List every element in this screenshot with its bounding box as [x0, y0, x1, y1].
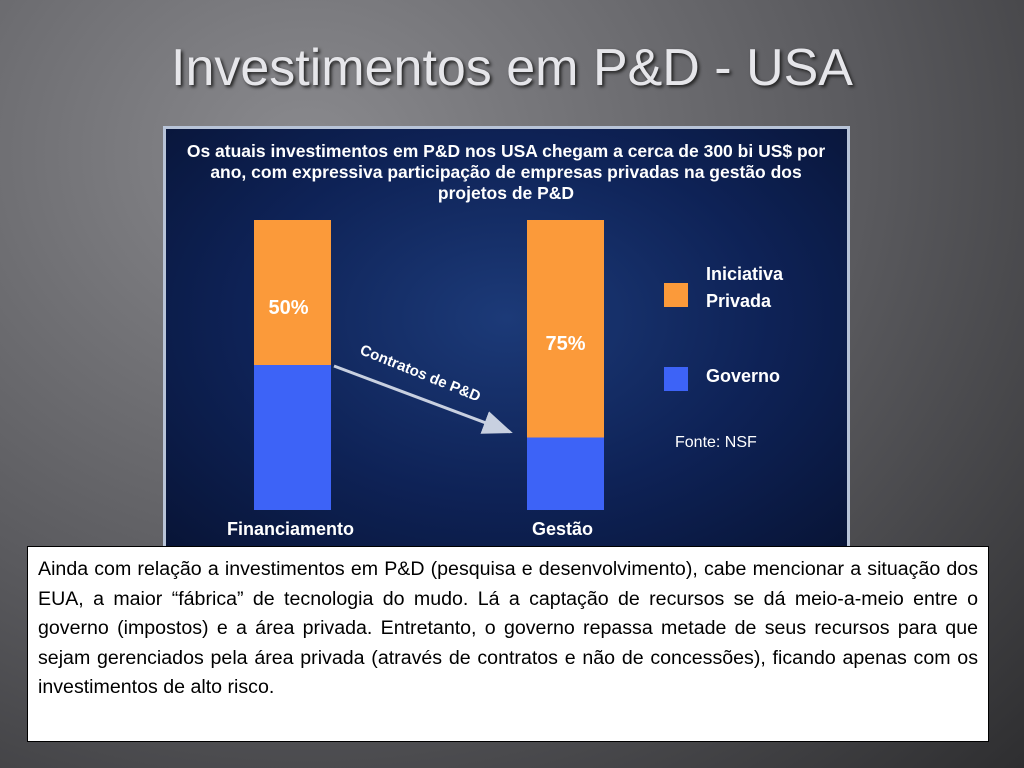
bar-segment	[254, 365, 331, 510]
bar-segment	[254, 220, 331, 365]
data-label: 50%	[268, 297, 308, 319]
x-tick-label: Financiamento	[227, 519, 354, 539]
bar-segment	[527, 437, 604, 510]
source: Fonte: NSF	[675, 434, 757, 451]
x-tick-label: Gestão	[532, 519, 593, 539]
bar-segment	[527, 220, 604, 438]
legend-label: Iniciativa Privada	[706, 264, 784, 311]
annotation: Contratos de P&D	[358, 342, 484, 406]
chart-title: Os atuais investimentos em P&D nos USA c…	[186, 141, 826, 203]
data-label: 75%	[545, 333, 585, 355]
annotation-arrow	[333, 364, 513, 434]
legend-label: Governo	[706, 366, 781, 386]
legend-swatch	[664, 367, 688, 391]
body-text: Ainda com relação a investimentos em P&D…	[27, 546, 989, 742]
legend-swatch	[664, 283, 688, 307]
slide-title: Investimentos em P&D - USA	[171, 39, 853, 97]
